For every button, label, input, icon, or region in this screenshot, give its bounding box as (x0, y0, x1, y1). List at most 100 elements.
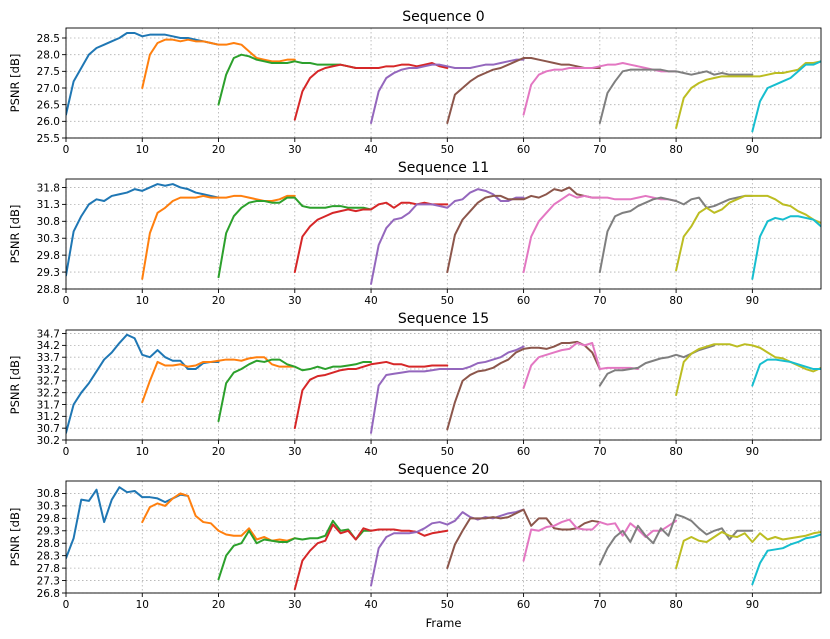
y-tick-label: 29.8 (37, 250, 60, 262)
y-tick-label: 27.3 (37, 575, 60, 587)
x-tick-label: 10 (136, 599, 149, 611)
series-line-4 (370, 508, 525, 587)
panels-group: Sequence 0 PSNR [dB] 0 10 20 30 40 50 60 70 80 90 25… (8, 9, 822, 611)
x-tick-label: 60 (517, 295, 530, 307)
y-tick-label: 28.5 (37, 33, 60, 45)
y-tick-label: 30.3 (37, 233, 60, 245)
series-line-3 (293, 62, 449, 121)
y-tick-label: 25.5 (37, 133, 60, 145)
chart-title: Sequence 20 (398, 462, 489, 478)
x-tick-label: 50 (441, 295, 454, 307)
plot-frame (65, 329, 822, 441)
y-tick-label: 31.3 (37, 199, 60, 211)
x-tick-label: 40 (364, 144, 377, 156)
series-line-2 (217, 196, 373, 279)
series-line-4 (370, 58, 525, 124)
series-line-0 (66, 333, 220, 434)
y-tick-label: 30.2 (37, 435, 60, 447)
plot-frame (65, 178, 822, 290)
x-tick-label: 0 (63, 144, 70, 156)
x-tick-label: 20 (212, 295, 225, 307)
series-line-2 (217, 358, 373, 423)
series-line-3 (293, 523, 449, 591)
series-line-5 (446, 186, 601, 274)
x-tick-label: 0 (63, 295, 70, 307)
series-line-3 (293, 360, 449, 430)
series-line-9 (751, 215, 821, 280)
y-tick-label: 31.2 (37, 411, 60, 423)
x-tick-label: 10 (136, 144, 149, 156)
x-tick-label: 40 (364, 446, 377, 458)
x-tick-label: 30 (288, 599, 301, 611)
series-line-3 (293, 201, 449, 274)
x-tick-label: 60 (517, 144, 530, 156)
plot-frame (65, 27, 822, 139)
y-tick-label: 27.8 (37, 563, 60, 575)
series-line-7 (598, 194, 754, 274)
series-line-4 (370, 188, 525, 285)
series-line-0 (66, 486, 190, 560)
series-line-1 (141, 38, 296, 89)
y-tick-label: 29.8 (37, 513, 60, 525)
y-axis-label: PSNR [dB] (8, 356, 22, 415)
series-line-8 (675, 60, 821, 129)
series-line-5 (446, 340, 601, 431)
y-tick-label: 28.8 (37, 284, 60, 296)
y-tick-label: 34.7 (37, 328, 60, 340)
x-tick-label: 30 (288, 446, 301, 458)
chart-panel-1: Sequence 11 PSNR [dB] 0 10 20 30 40 50 60 70 80 90 2… (8, 160, 822, 307)
series-line-1 (141, 194, 296, 280)
series-line-4 (370, 345, 525, 434)
x-tick-label: 90 (746, 599, 759, 611)
y-tick-label: 29.3 (37, 526, 60, 538)
chart-panel-0: Sequence 0 PSNR [dB] 0 10 20 30 40 50 60 70 80 90 25… (8, 9, 822, 156)
x-tick-label: 40 (364, 295, 377, 307)
series-line-7 (598, 344, 716, 387)
x-tick-label: 90 (746, 446, 759, 458)
chart-title: Sequence 15 (398, 311, 489, 327)
series-line-1 (141, 356, 296, 404)
y-tick-label: 27.0 (37, 83, 60, 95)
y-tick-label: 28.8 (37, 538, 60, 550)
series-group (66, 32, 821, 133)
series-line-6 (522, 518, 678, 562)
x-tick-label: 20 (212, 446, 225, 458)
x-tick-label: 20 (212, 599, 225, 611)
y-tick-label: 33.7 (37, 352, 60, 364)
y-tick-label: 26.0 (37, 116, 60, 128)
x-tick-label: 80 (669, 599, 682, 611)
x-tick-label: 80 (669, 144, 682, 156)
x-tick-label: 60 (517, 599, 530, 611)
x-tick-label: 50 (441, 144, 454, 156)
series-line-5 (446, 508, 601, 570)
y-tick-label: 29.3 (37, 267, 60, 279)
x-tick-label: 50 (441, 599, 454, 611)
x-tick-label: 10 (136, 295, 149, 307)
y-tick-label: 31.7 (37, 399, 60, 411)
y-tick-label: 26.5 (37, 99, 60, 111)
x-tick-label: 70 (593, 295, 606, 307)
x-tick-label: 70 (593, 599, 606, 611)
series-group (66, 183, 821, 285)
x-tick-label: 40 (364, 599, 377, 611)
series-line-6 (522, 342, 639, 389)
chart-panel-2: Sequence 15 PSNR [dB] 0 10 20 30 40 50 60 70 80 90 3… (8, 311, 822, 458)
y-tick-label: 27.5 (37, 66, 60, 78)
series-line-0 (66, 32, 220, 116)
y-tick-label: 33.2 (37, 364, 60, 376)
y-tick-label: 28.0 (37, 49, 60, 61)
x-tick-label: 10 (136, 446, 149, 458)
x-tick-label: 0 (63, 599, 70, 611)
x-tick-label: 30 (288, 144, 301, 156)
y-tick-label: 26.8 (37, 588, 60, 600)
series-line-5 (446, 57, 601, 124)
series-line-9 (751, 60, 821, 133)
x-tick-label: 80 (669, 295, 682, 307)
series-line-7 (598, 68, 754, 124)
y-axis-label: PSNR [dB] (8, 508, 22, 567)
chart-title: Sequence 0 (402, 9, 484, 25)
y-tick-label: 32.7 (37, 376, 60, 388)
series-line-0 (66, 183, 220, 277)
y-tick-label: 30.3 (37, 501, 60, 513)
